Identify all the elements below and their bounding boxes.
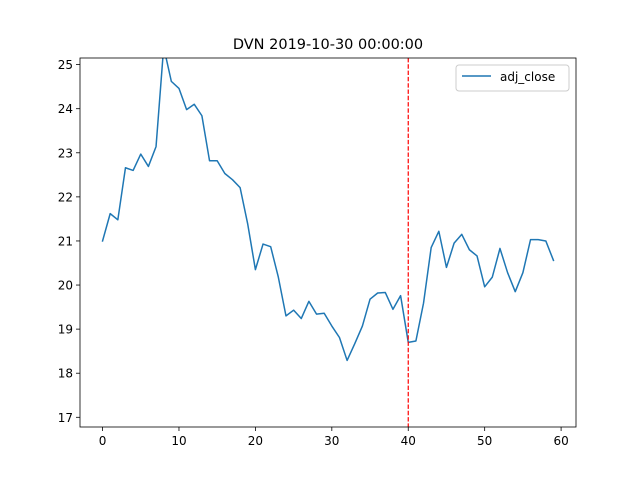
- x-tick-label: 30: [324, 434, 339, 448]
- legend-box: [455, 64, 570, 92]
- series-line-adj-close: [101, 58, 555, 362]
- y-tick-label: 23: [58, 146, 73, 160]
- plot-frame: [79, 57, 577, 428]
- y-tick-label: 25: [58, 58, 73, 72]
- y-tick-label: 24: [58, 102, 73, 116]
- x-tick-label: 50: [477, 434, 492, 448]
- x-axis-ticks: 0 10 20 30 40 50 60: [99, 427, 569, 448]
- chart-legend: adj_close: [455, 64, 570, 92]
- x-tick-label: 0: [99, 434, 107, 448]
- y-tick-label: 21: [58, 234, 73, 248]
- legend-label-adj-close: adj_close: [500, 70, 555, 84]
- x-tick-label: 60: [553, 434, 568, 448]
- x-tick-label: 20: [248, 434, 263, 448]
- y-tick-label: 20: [58, 279, 73, 293]
- chart-title: DVN 2019-10-30 00:00:00: [233, 37, 423, 53]
- x-tick-label: 10: [171, 434, 186, 448]
- y-axis-ticks: 17 18 19 20 21 22 23 24 25: [58, 58, 80, 425]
- y-tick-label: 19: [58, 323, 73, 337]
- y-tick-label: 17: [58, 411, 73, 425]
- y-tick-label: 18: [58, 367, 73, 381]
- x-tick-label: 40: [401, 434, 416, 448]
- y-tick-label: 22: [58, 190, 73, 204]
